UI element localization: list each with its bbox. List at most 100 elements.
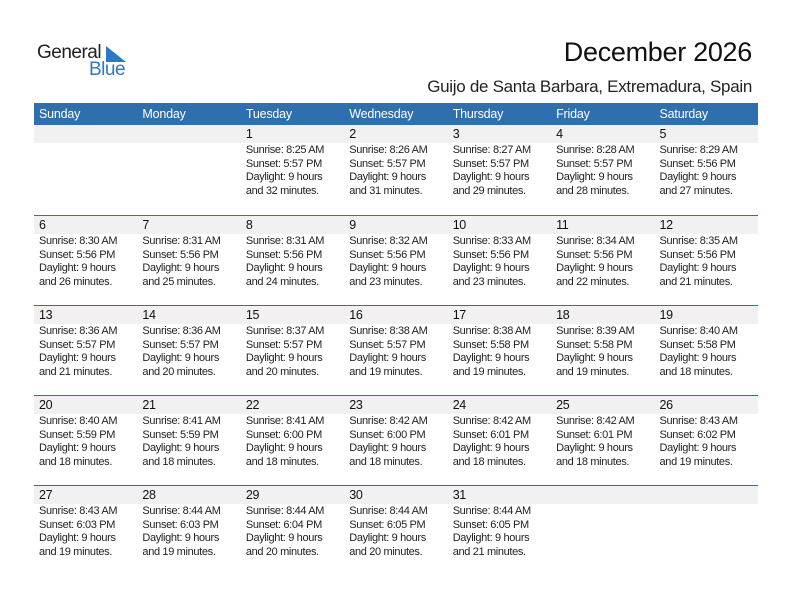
page-title: December 2026 bbox=[563, 37, 753, 67]
daylight-minutes-text: and 22 minutes. bbox=[556, 275, 630, 288]
weekday-wednesday: Wednesday bbox=[349, 107, 414, 121]
day-cell: 3 Sunrise: 8:27 AM Sunset: 5:57 PM Daylight… bbox=[448, 125, 551, 198]
sunset-text: Sunset: 5:56 PM bbox=[659, 157, 736, 170]
sunset-text: Sunset: 5:58 PM bbox=[556, 338, 633, 351]
daylight-minutes-text: and 18 minutes. bbox=[349, 455, 423, 468]
sunset-text: Sunset: 6:01 PM bbox=[452, 428, 529, 441]
sunrise-text: Sunrise: 8:25 AM bbox=[245, 144, 325, 156]
daylight-minutes-text: and 19 minutes. bbox=[142, 545, 216, 558]
daylight-minutes-text: and 19 minutes. bbox=[452, 365, 526, 378]
empty-cell bbox=[34, 125, 137, 198]
day-number: 24 bbox=[452, 398, 467, 412]
day-number: 6 bbox=[39, 218, 46, 232]
sunset-text: Sunset: 6:04 PM bbox=[245, 518, 322, 531]
sunset-text: Sunset: 5:57 PM bbox=[349, 157, 426, 170]
daylight-minutes-text: and 20 minutes. bbox=[142, 365, 216, 378]
day-cell: 26 Sunrise: 8:43 AM Sunset: 6:02 PM Dayligh… bbox=[655, 396, 758, 469]
sunrise-text: Sunrise: 8:43 AM bbox=[659, 415, 739, 427]
day-cell: 22 Sunrise: 8:41 AM Sunset: 6:00 PM Dayligh… bbox=[241, 396, 344, 469]
daylight-text: Daylight: 9 hours bbox=[245, 262, 323, 274]
daylight-minutes-text: and 26 minutes. bbox=[39, 275, 113, 288]
day-number: 12 bbox=[659, 218, 674, 232]
sunrise-text: Sunrise: 8:29 AM bbox=[659, 144, 739, 156]
daylight-text: Daylight: 9 hours bbox=[452, 352, 530, 364]
daylight-minutes-text: and 21 minutes. bbox=[452, 545, 526, 558]
sunset-text: Sunset: 6:02 PM bbox=[659, 428, 736, 441]
sunset-text: Sunset: 5:56 PM bbox=[39, 248, 116, 261]
sunrise-text: Sunrise: 8:44 AM bbox=[245, 505, 325, 517]
day-cell: 15 Sunrise: 8:37 AM Sunset: 5:57 PM Dayligh… bbox=[241, 306, 344, 379]
logo-triangle-icon bbox=[106, 46, 126, 62]
sunrise-text: Sunrise: 8:39 AM bbox=[556, 325, 635, 337]
day-number: 29 bbox=[245, 488, 260, 502]
daylight-minutes-text: and 23 minutes. bbox=[349, 275, 423, 288]
sunset-text: Sunset: 5:57 PM bbox=[39, 338, 116, 351]
sunset-text: Sunset: 5:56 PM bbox=[452, 248, 529, 261]
sunset-text: Sunset: 6:00 PM bbox=[245, 428, 322, 441]
daylight-minutes-text: and 19 minutes. bbox=[39, 545, 113, 558]
daylight-minutes-text: and 18 minutes. bbox=[245, 455, 319, 468]
sunrise-text: Sunrise: 8:26 AM bbox=[349, 144, 428, 156]
daylight-minutes-text: and 19 minutes. bbox=[349, 365, 423, 378]
day-number: 14 bbox=[142, 308, 156, 322]
day-cell: 25 Sunrise: 8:42 AM Sunset: 6:01 PM Dayligh… bbox=[551, 396, 654, 469]
sunset-text: Sunset: 5:59 PM bbox=[142, 428, 219, 441]
sunset-text: Sunset: 5:56 PM bbox=[245, 248, 322, 261]
day-number: 15 bbox=[245, 308, 260, 322]
daylight-minutes-text: and 18 minutes. bbox=[452, 455, 526, 468]
week-row: 27 Sunrise: 8:43 AM Sunset: 6:03 PM Dayligh… bbox=[34, 485, 758, 575]
day-number: 2 bbox=[349, 127, 356, 141]
day-number: 3 bbox=[452, 127, 460, 141]
daylight-text: Daylight: 9 hours bbox=[39, 442, 116, 454]
sunset-text: Sunset: 6:01 PM bbox=[556, 428, 633, 441]
daylight-minutes-text: and 31 minutes. bbox=[349, 184, 423, 197]
date-strip bbox=[34, 486, 758, 504]
sunrise-text: Sunrise: 8:27 AM bbox=[452, 144, 532, 156]
empty-cell bbox=[137, 125, 240, 198]
daylight-text: Daylight: 9 hours bbox=[556, 171, 633, 183]
day-cell: 4 Sunrise: 8:28 AM Sunset: 5:57 PM Daylight… bbox=[551, 125, 654, 198]
calendar-grid: Sunday Monday Tuesday Wednesday Thursday Frid… bbox=[34, 103, 758, 575]
day-number: 31 bbox=[452, 488, 467, 502]
day-number: 8 bbox=[245, 218, 253, 232]
sunrise-text: Sunrise: 8:44 AM bbox=[349, 505, 428, 517]
sunrise-text: Sunrise: 8:42 AM bbox=[556, 415, 635, 427]
day-cell: 19 Sunrise: 8:40 AM Sunset: 5:58 PM Dayligh… bbox=[655, 306, 758, 379]
day-cell: 11 Sunrise: 8:34 AM Sunset: 5:56 PM Dayligh… bbox=[551, 216, 654, 289]
daylight-text: Daylight: 9 hours bbox=[245, 171, 323, 183]
week-row: 6 Sunrise: 8:30 AM Sunset: 5:56 PM Daylight… bbox=[34, 215, 758, 305]
daylight-text: Daylight: 9 hours bbox=[452, 532, 530, 544]
weekday-tuesday: Tuesday bbox=[245, 107, 292, 121]
day-number: 5 bbox=[659, 127, 667, 141]
daylight-minutes-text: and 25 minutes. bbox=[142, 275, 216, 288]
weekday-sunday: Sunday bbox=[39, 107, 81, 121]
day-cell: 1 Sunrise: 8:25 AM Sunset: 5:57 PM Daylight… bbox=[241, 125, 344, 198]
sunrise-text: Sunrise: 8:34 AM bbox=[556, 235, 635, 247]
day-number: 18 bbox=[556, 308, 570, 322]
daylight-minutes-text: and 19 minutes. bbox=[556, 365, 630, 378]
daylight-text: Daylight: 9 hours bbox=[556, 262, 633, 274]
daylight-text: Daylight: 9 hours bbox=[659, 262, 737, 274]
day-cell: 5 Sunrise: 8:29 AM Sunset: 5:56 PM Daylight… bbox=[655, 125, 758, 198]
week-row: 20 Sunrise: 8:40 AM Sunset: 5:59 PM Dayligh… bbox=[34, 395, 758, 485]
sunrise-text: Sunrise: 8:42 AM bbox=[452, 415, 532, 427]
day-cell: 6 Sunrise: 8:30 AM Sunset: 5:56 PM Daylight… bbox=[34, 216, 137, 289]
sunset-text: Sunset: 5:57 PM bbox=[142, 338, 219, 351]
sunrise-text: Sunrise: 8:31 AM bbox=[245, 235, 325, 247]
sunset-text: Sunset: 5:57 PM bbox=[245, 338, 322, 351]
empty-cell bbox=[551, 486, 654, 559]
daylight-minutes-text: and 21 minutes. bbox=[39, 365, 113, 378]
sunrise-text: Sunrise: 8:38 AM bbox=[349, 325, 428, 337]
daylight-minutes-text: and 23 minutes. bbox=[452, 275, 526, 288]
daylight-minutes-text: and 18 minutes. bbox=[142, 455, 216, 468]
daylight-minutes-text: and 29 minutes. bbox=[452, 184, 526, 197]
sunset-text: Sunset: 5:58 PM bbox=[659, 338, 736, 351]
sunset-text: Sunset: 5:58 PM bbox=[452, 338, 529, 351]
week-row: 1 Sunrise: 8:25 AM Sunset: 5:57 PM Daylight… bbox=[34, 125, 758, 215]
day-cell: 21 Sunrise: 8:41 AM Sunset: 5:59 PM Dayligh… bbox=[137, 396, 240, 469]
day-number: 10 bbox=[452, 218, 467, 232]
day-cell: 31 Sunrise: 8:44 AM Sunset: 6:05 PM Dayligh… bbox=[448, 486, 551, 559]
day-cell: 27 Sunrise: 8:43 AM Sunset: 6:03 PM Dayligh… bbox=[34, 486, 137, 559]
day-number: 4 bbox=[556, 127, 563, 141]
sunset-text: Sunset: 5:59 PM bbox=[39, 428, 116, 441]
